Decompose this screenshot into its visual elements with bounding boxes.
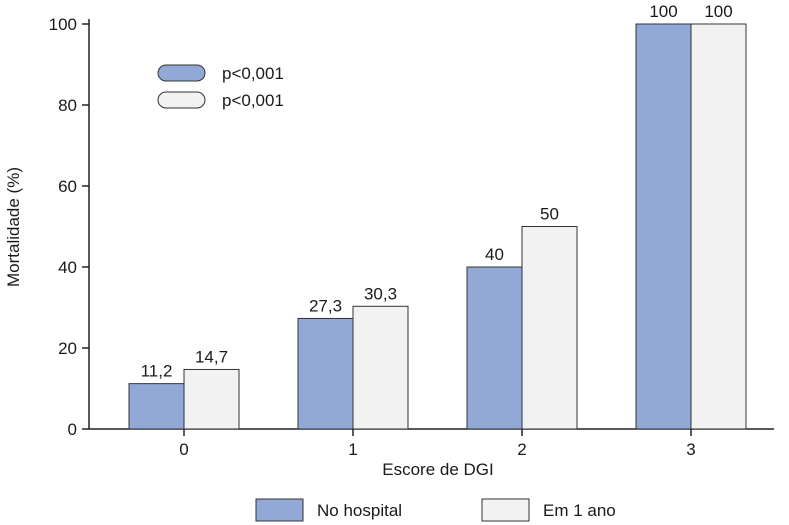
data-label: 27,3 (309, 296, 342, 315)
x-tick-label: 1 (348, 440, 357, 459)
y-tick-label: 0 (68, 420, 77, 439)
data-label: 30,3 (364, 284, 397, 303)
bar (352, 305, 409, 430)
legend-label: No hospital (317, 501, 402, 520)
bar (183, 368, 240, 430)
pvalue-text: p<0,001 (222, 91, 284, 110)
pvalue-text: p<0,001 (222, 64, 284, 83)
y-tick-label: 20 (58, 339, 77, 358)
x-axis-title: Escore de DGI (382, 460, 494, 479)
bar (297, 317, 354, 430)
data-label: 100 (649, 2, 677, 21)
pvalue-swatch (157, 91, 206, 109)
bar (635, 23, 692, 430)
x-tick-label: 3 (686, 440, 695, 459)
legend-swatch (255, 498, 304, 522)
data-label: 11,2 (141, 362, 173, 381)
bar (128, 383, 185, 430)
x-tick-label: 0 (179, 440, 188, 459)
y-tick-label: 60 (58, 177, 77, 196)
pvalue-swatch (157, 64, 206, 82)
y-tick-label: 100 (49, 15, 77, 34)
y-tick-label: 80 (58, 96, 77, 115)
legend: No hospital Em 1 ano (255, 498, 616, 522)
data-label: 40 (485, 245, 504, 264)
data-label: 50 (540, 205, 559, 224)
bar (521, 226, 578, 430)
bar (690, 23, 747, 430)
x-tick-label: 2 (517, 440, 526, 459)
y-axis-title: Mortalidade (%) (4, 167, 23, 287)
data-labels: 11,2 27,3 40 100 14,7 30,3 50 100 (141, 2, 733, 381)
pvalue-legend: p<0,001 p<0,001 (157, 64, 284, 110)
data-label: 100 (704, 2, 732, 21)
bar (466, 266, 523, 430)
bars (128, 23, 747, 430)
y-tick-label: 40 (58, 258, 77, 277)
legend-swatch (481, 498, 530, 522)
legend-label: Em 1 ano (543, 501, 616, 520)
data-label: 14,7 (195, 347, 228, 366)
